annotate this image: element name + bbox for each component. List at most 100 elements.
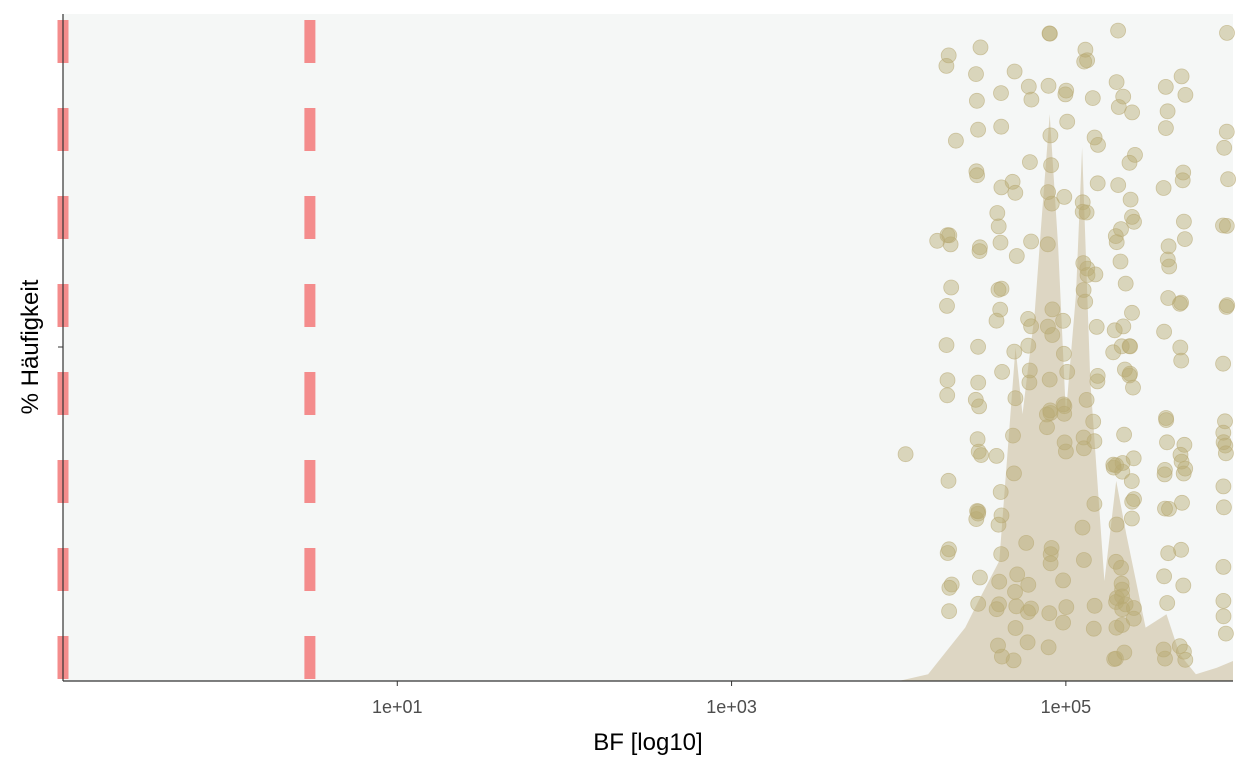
points-layer [897, 22, 1236, 669]
data-point [1079, 260, 1096, 277]
data-point [1076, 53, 1093, 70]
data-point [1056, 405, 1073, 422]
data-point [1124, 208, 1140, 225]
data-point [938, 58, 955, 74]
data-point [1125, 379, 1141, 396]
data-point [1113, 221, 1129, 238]
data-point [1106, 322, 1123, 339]
data-point [1039, 236, 1056, 253]
data-point [1110, 177, 1127, 194]
data-point [1074, 194, 1091, 211]
data-point [939, 545, 956, 561]
data-point [1059, 113, 1076, 130]
data-point [1040, 318, 1056, 335]
data-point [988, 447, 1005, 464]
data-point [1077, 41, 1094, 58]
data-point [1155, 180, 1172, 196]
data-point [1040, 184, 1056, 201]
data-point [1115, 318, 1132, 335]
data-point [1173, 352, 1190, 369]
data-point [1115, 88, 1132, 105]
data-point [1121, 154, 1138, 171]
data-point [967, 391, 984, 408]
data-point [1108, 516, 1125, 533]
data-point [1215, 608, 1232, 625]
data-point [1116, 426, 1132, 443]
data-point [939, 387, 956, 404]
data-point [1042, 127, 1059, 144]
data-point [939, 372, 956, 389]
data-point [968, 66, 984, 82]
data-point [1007, 584, 1023, 600]
data-point [1157, 461, 1173, 478]
data-point [990, 516, 1007, 533]
data-point [1074, 203, 1091, 220]
data-point [1123, 473, 1140, 490]
data-point [1175, 465, 1192, 482]
x-axis-title: BF [log10] [593, 729, 702, 756]
data-point [1176, 643, 1192, 660]
data-point [1089, 175, 1106, 192]
data-point [939, 297, 955, 314]
data-point [1215, 424, 1232, 441]
data-point [1044, 327, 1061, 343]
data-point [1117, 275, 1134, 292]
data-point [1007, 620, 1024, 636]
data-point [1006, 63, 1023, 80]
data-point [1077, 293, 1094, 310]
data-point [1056, 345, 1072, 362]
data-point [1160, 545, 1177, 562]
data-point [1215, 478, 1232, 495]
data-point [1007, 390, 1024, 407]
data-point [1022, 154, 1038, 171]
data-point [1055, 614, 1071, 631]
data-point [943, 576, 960, 593]
data-point [1114, 463, 1131, 480]
data-point [1009, 566, 1026, 583]
data-point [1076, 552, 1092, 568]
data-point [990, 218, 1007, 235]
data-point [993, 507, 1010, 524]
data-point [1126, 491, 1142, 508]
data-point [1216, 139, 1233, 156]
data-point [1171, 638, 1188, 655]
data-point [1020, 576, 1037, 593]
data-point [1122, 191, 1139, 208]
data-point [1176, 436, 1193, 453]
data-point [1218, 298, 1235, 315]
data-point [1126, 600, 1142, 616]
data-point [1159, 595, 1176, 611]
data-point [1172, 295, 1188, 312]
data-point [1217, 413, 1233, 430]
data-point [1159, 251, 1176, 268]
data-point [1113, 575, 1130, 592]
data-point [938, 337, 955, 354]
data-point [1039, 419, 1055, 436]
data-point [1023, 318, 1039, 335]
data-point [1219, 297, 1236, 314]
data-point [1124, 493, 1141, 510]
data-point [1156, 466, 1173, 483]
data-point [1019, 634, 1036, 651]
data-point [897, 446, 914, 463]
data-point [1114, 601, 1131, 618]
data-point [972, 239, 988, 256]
data-point [1089, 367, 1106, 384]
data-point [1215, 355, 1231, 372]
data-point [1055, 572, 1071, 589]
data-point [1177, 651, 1194, 668]
data-point [1085, 620, 1102, 637]
data-point [993, 85, 1009, 101]
data-point [994, 363, 1010, 380]
data-point [1220, 171, 1236, 188]
x-tick-label: 1e+05 [1041, 697, 1092, 717]
data-point [1108, 74, 1125, 90]
data-point [1156, 323, 1172, 340]
data-point [1121, 367, 1138, 384]
data-point [972, 39, 989, 56]
data-point [1219, 25, 1235, 41]
data-point [1173, 68, 1190, 85]
data-point [1110, 99, 1127, 115]
data-point [1124, 510, 1140, 527]
data-point [1042, 402, 1059, 419]
